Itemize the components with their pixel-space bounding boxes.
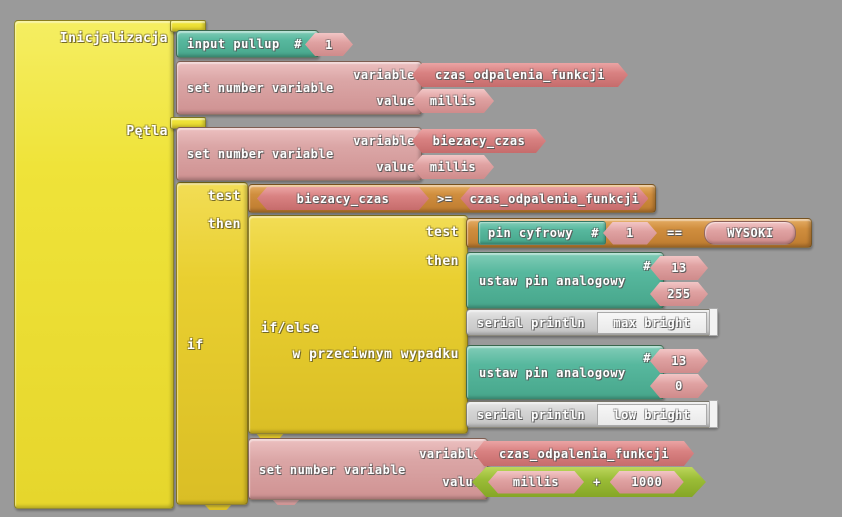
digital-pin-hash-label: # (591, 226, 599, 240)
analog-write-hash-label: # (643, 259, 651, 273)
value-socket-label: value (442, 475, 481, 489)
variable-ref-biezacy-czas[interactable]: biezacy_czas (257, 187, 429, 210)
analog-write-block-then[interactable]: ustaw pin analogowy # (466, 252, 664, 309)
value-socket-label: value (376, 160, 415, 174)
set-variable-bottom-tab (272, 499, 300, 505)
serial-inset-end-cap (709, 308, 718, 336)
serial-message-value[interactable]: low bright (597, 404, 707, 426)
analog-pin-level-value[interactable]: 255 (650, 282, 708, 306)
input-pullup-label: input pullup (187, 37, 280, 51)
digital-pin-block[interactable]: pin cyfrowy # (478, 221, 606, 245)
number-constant-block[interactable]: 1000 (610, 471, 684, 494)
wysoki-constant-block[interactable]: WYSOKI (704, 221, 797, 245)
variable-socket-label: variable (419, 447, 481, 461)
serial-println-block-then[interactable]: serial println max bright (466, 308, 718, 336)
addition-block[interactable]: millis + 1000 (472, 467, 706, 497)
variable-ref-biezacy-czas[interactable]: biezacy_czas (412, 129, 546, 153)
ifelse-else-label: w przeciwnym wypadku (292, 347, 459, 362)
set-variable-block-init[interactable]: set number variable variable value (176, 61, 422, 115)
millis-block[interactable]: millis (488, 471, 584, 494)
variable-socket-label: variable (353, 134, 415, 148)
init-section-label: Inicjalizacja (59, 31, 168, 46)
gte-operator-label: >= (437, 191, 453, 206)
analog-write-hash-label: # (643, 351, 651, 365)
input-pullup-hash-label: # (294, 37, 302, 51)
serial-println-label: serial println (477, 408, 586, 422)
set-variable-label: set number variable (259, 463, 406, 477)
analog-pin-number-value[interactable]: 13 (650, 349, 708, 373)
digital-pin-number-value[interactable]: 1 (603, 222, 657, 245)
serial-inset-end-cap (709, 400, 718, 428)
if-test-label: test (207, 189, 241, 204)
analog-pin-level-value[interactable]: 0 (650, 374, 708, 398)
analog-write-label: ustaw pin analogowy (479, 274, 626, 288)
variable-ref-czas-odpalenia[interactable]: czas_odpalenia_funkcji (460, 187, 648, 210)
if-bottom-tab (204, 504, 232, 510)
if-block[interactable]: test then if (176, 182, 248, 505)
analog-pin-number-value[interactable]: 13 (650, 256, 708, 280)
millis-block[interactable]: millis (412, 155, 494, 179)
if-then-label: then (207, 217, 241, 232)
program-block[interactable] (14, 20, 174, 509)
variable-ref-czas-odpalenia[interactable]: czas_odpalenia_funkcji (474, 441, 694, 466)
ifelse-bottom-tab (256, 433, 284, 440)
if-label: if (187, 338, 204, 353)
serial-message-value[interactable]: max bright (597, 312, 707, 334)
variable-socket-label: variable (353, 68, 415, 82)
set-variable-block-after[interactable]: set number variable variable value (248, 438, 488, 500)
loop-section-label: Pętla (126, 124, 168, 139)
analog-write-block-else[interactable]: ustaw pin analogowy # (466, 345, 664, 400)
eq-operator-label: == (667, 226, 683, 240)
comparison-block-eq[interactable]: pin cyfrowy # 1 == WYSOKI (466, 218, 812, 248)
ifelse-test-label: test (425, 225, 459, 240)
ifelse-label: if/else (261, 321, 320, 336)
set-variable-label: set number variable (187, 81, 334, 95)
variable-ref-czas-odpalenia[interactable]: czas_odpalenia_funkcji (412, 63, 628, 87)
serial-println-label: serial println (477, 316, 586, 330)
analog-write-label: ustaw pin analogowy (479, 366, 626, 380)
ifelse-then-label: then (425, 254, 459, 269)
comparison-block-gte[interactable]: biezacy_czas >= czas_odpalenia_funkcji (248, 184, 656, 213)
input-pullup-pin-value[interactable]: 1 (305, 33, 353, 56)
value-socket-label: value (376, 94, 415, 108)
set-variable-label: set number variable (187, 147, 334, 161)
input-pullup-block[interactable]: input pullup # (176, 30, 319, 58)
serial-println-block-else[interactable]: serial println low bright (466, 400, 718, 428)
set-variable-block-loop[interactable]: set number variable variable value (176, 127, 422, 181)
millis-block[interactable]: millis (412, 89, 494, 113)
plus-operator-label: + (593, 475, 601, 489)
if-else-block[interactable]: test then if/else w przeciwnym wypadku (248, 215, 468, 434)
